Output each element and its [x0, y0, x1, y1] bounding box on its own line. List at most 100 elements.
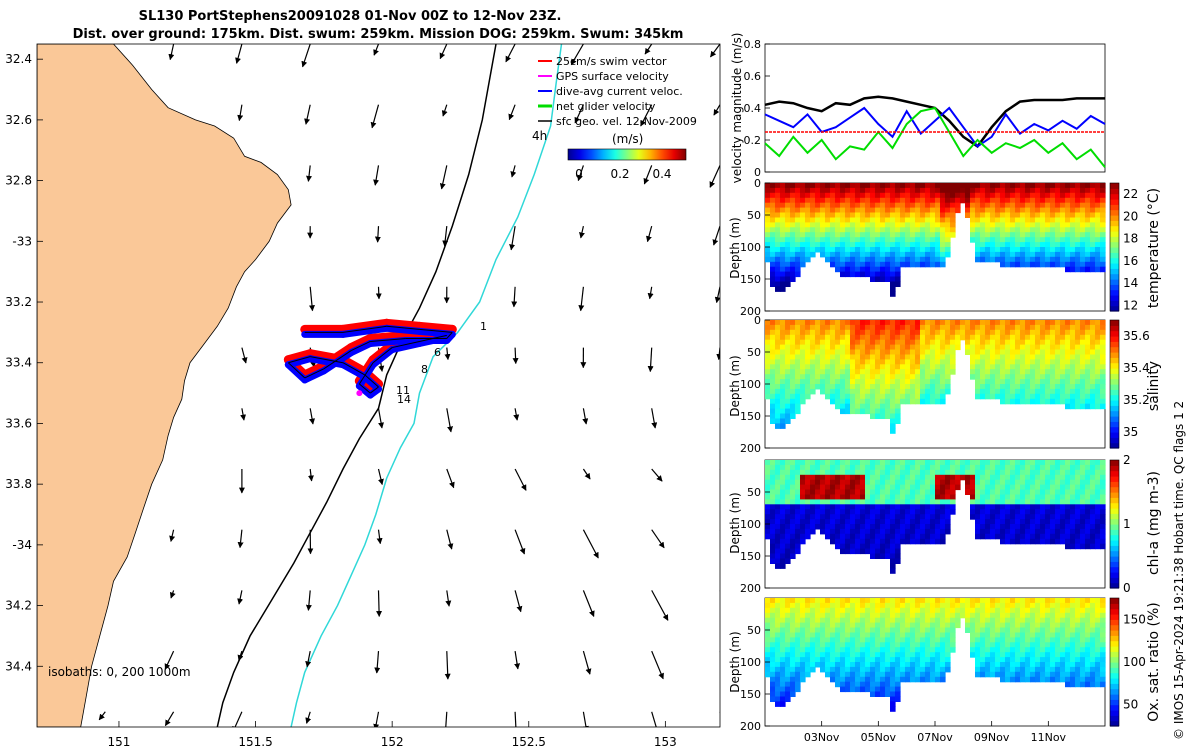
- profile-cell: [820, 183, 826, 189]
- profile-cell: [1090, 543, 1096, 550]
- profile-cell: [770, 479, 776, 486]
- profile-cell: [1040, 489, 1046, 495]
- profile-cell: [930, 484, 936, 491]
- profile-cell: [860, 197, 866, 204]
- profile-cell: [785, 354, 791, 360]
- profile-cell: [1060, 261, 1066, 268]
- profile-cell: [880, 374, 886, 380]
- profile-cell: [955, 460, 961, 466]
- profile-cell: [910, 247, 916, 253]
- profile-cell: [940, 514, 946, 520]
- profile-cell: [840, 227, 846, 233]
- profile-cell: [930, 528, 936, 535]
- profile-cell: [940, 464, 946, 471]
- legend-gps: GPS surface velocity: [556, 70, 669, 83]
- colorbar-segment: [1110, 572, 1119, 578]
- profile-cell: [980, 222, 986, 228]
- profile-y-tick-label: 150: [740, 273, 761, 286]
- profile-cell: [975, 474, 981, 481]
- profile-cell: [810, 339, 816, 346]
- profile-cell: [945, 334, 951, 341]
- profile-cell: [970, 217, 976, 223]
- profile-cell: [845, 183, 851, 189]
- profile-cell: [935, 222, 941, 228]
- profile-cell: [890, 276, 896, 282]
- profile-cell: [1080, 379, 1086, 385]
- profile-cell: [900, 607, 906, 614]
- profile-cell: [1000, 222, 1006, 228]
- profile-cell: [850, 227, 856, 233]
- profile-cell: [940, 504, 946, 510]
- profile-cell: [935, 622, 941, 629]
- profile-cell: [835, 339, 841, 346]
- profile-cell: [1000, 192, 1006, 199]
- profile-cell: [1070, 217, 1076, 223]
- profile-cell: [1095, 662, 1101, 668]
- profile-cell: [1050, 494, 1056, 500]
- profile-cell: [1085, 509, 1091, 515]
- profile-cell: [975, 379, 981, 385]
- profile-cell: [1015, 197, 1021, 204]
- current-arrow: [510, 165, 517, 178]
- profile-cell: [890, 393, 896, 400]
- profile-cell: [840, 187, 846, 194]
- profile-cell: [775, 681, 781, 688]
- profile-cell: [830, 647, 836, 653]
- profile-cell: [910, 359, 916, 365]
- profile-cell: [885, 519, 891, 525]
- profile-cell: [915, 464, 921, 471]
- profile-cell: [1085, 364, 1091, 370]
- profile-cell: [890, 494, 896, 500]
- profile-cell: [1075, 359, 1081, 365]
- profile-cell: [905, 217, 911, 223]
- profile-cell: [775, 617, 781, 624]
- current-arrow: [712, 225, 720, 246]
- profile-cell: [1070, 202, 1076, 209]
- profile-cell: [980, 484, 986, 491]
- profile-cell: [1065, 622, 1071, 629]
- profile-cell: [1095, 627, 1101, 633]
- profile-cell: [895, 553, 901, 559]
- profile-cell: [875, 602, 881, 609]
- profile-cell: [795, 548, 801, 555]
- profile-cell: [1015, 379, 1021, 385]
- profile-cell: [1070, 632, 1076, 638]
- profile-cell: [990, 499, 996, 505]
- profile-cell: [765, 642, 771, 648]
- profile-cell: [765, 384, 771, 390]
- profile-cell: [985, 324, 991, 331]
- colorbar-segment: [1110, 215, 1119, 221]
- profile-cell: [1000, 612, 1006, 619]
- profile-cell: [790, 691, 796, 697]
- profile-cell: [1005, 514, 1011, 520]
- profile-cell: [855, 671, 861, 678]
- profile-cell: [940, 598, 946, 604]
- profile-cell: [785, 524, 791, 530]
- profile-cell: [970, 212, 976, 218]
- profile-cell: [995, 369, 1001, 375]
- profile-cell: [795, 474, 801, 481]
- profile-cell: [895, 247, 901, 253]
- profile-cell: [970, 324, 976, 331]
- profile-cell: [975, 602, 981, 609]
- profile-cell: [970, 617, 976, 624]
- profile-cell: [1070, 324, 1076, 331]
- profile-cell: [825, 464, 831, 471]
- profile-cell: [770, 533, 776, 540]
- profile-cell: [855, 494, 861, 500]
- profile-cell: [1090, 598, 1096, 604]
- profile-cell: [805, 602, 811, 609]
- profile-cell: [970, 504, 976, 510]
- profile-cell: [920, 612, 926, 619]
- profile-cell: [870, 334, 876, 341]
- profile-cell: [1080, 202, 1086, 209]
- profile-cell: [980, 256, 986, 263]
- profile-cell: [845, 519, 851, 525]
- profile-cell: [1050, 207, 1056, 214]
- profile-cell: [820, 460, 826, 466]
- profile-cell: [1005, 242, 1011, 248]
- profile-cell: [1020, 251, 1026, 258]
- profile-cell: [790, 479, 796, 486]
- profile-cell: [950, 202, 956, 209]
- profile-cell: [770, 558, 776, 564]
